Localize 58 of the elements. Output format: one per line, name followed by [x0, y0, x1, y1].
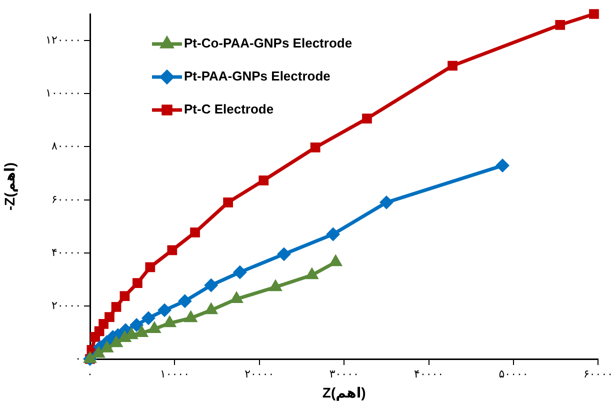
point	[126, 328, 138, 340]
y-tick-label: ۴۰۰۰۰	[51, 246, 81, 259]
point	[120, 291, 130, 302]
x-tick-label: ۵۰۰۰۰	[498, 368, 528, 381]
point	[380, 196, 393, 209]
point	[110, 336, 122, 348]
point	[258, 175, 269, 186]
point	[555, 20, 566, 30]
point	[145, 262, 156, 272]
x-tick-label: ۱۰۰۰۰	[160, 368, 190, 381]
y-tick-label: ۰	[75, 353, 81, 366]
point	[142, 312, 155, 324]
point	[278, 248, 290, 260]
point	[158, 304, 171, 316]
x-tick-label: ۶۰۰۰۰	[583, 368, 614, 381]
y-tick-label: ۲۰۰۰۰	[51, 300, 81, 312]
point	[448, 60, 458, 71]
x-tick-label: ۰	[87, 368, 93, 381]
point	[130, 318, 143, 332]
point	[185, 312, 196, 322]
y-tick-label: ۱۰۰۰۰۰	[46, 88, 81, 100]
y-tick-label: ۶۰۰۰۰	[51, 194, 81, 206]
point	[167, 245, 178, 256]
point	[132, 278, 142, 288]
point	[223, 197, 233, 208]
point	[164, 316, 176, 328]
point	[496, 159, 509, 172]
y-tick-label: ۱۲۰۰۰۰	[46, 34, 81, 47]
point	[362, 114, 372, 124]
y-axis-title: -Z(اهم)	[1, 162, 18, 211]
point	[234, 266, 246, 278]
legend-label: Pt-PAA-GNPs Electrode	[184, 68, 330, 84]
point	[330, 256, 342, 266]
x-tick-label: ۴۰۰۰۰	[414, 368, 444, 381]
y-tick-label: ۸۰۰۰۰	[51, 140, 81, 153]
point	[270, 280, 282, 292]
x-tick-label: ۲۰۰۰۰	[244, 368, 274, 381]
x-axis-title: Z(اهم)	[322, 384, 366, 402]
point	[178, 294, 192, 308]
point	[98, 319, 108, 329]
point	[94, 326, 104, 336]
x-tick-label: ۳۰۰۰۰	[329, 368, 359, 381]
point	[92, 347, 104, 358]
point	[230, 292, 242, 304]
point	[589, 9, 599, 19]
point	[136, 326, 148, 337]
point	[104, 312, 114, 322]
point	[306, 268, 318, 280]
point	[148, 322, 160, 334]
point	[205, 304, 217, 314]
legend-label: Pt-Co-PAA-GNPs Electrode	[184, 36, 352, 51]
legend-label: Pt-C Electrode	[184, 102, 274, 117]
point	[190, 227, 200, 238]
point	[111, 302, 122, 312]
point	[326, 228, 340, 241]
point	[310, 142, 320, 152]
point	[90, 332, 100, 342]
point	[204, 278, 218, 292]
